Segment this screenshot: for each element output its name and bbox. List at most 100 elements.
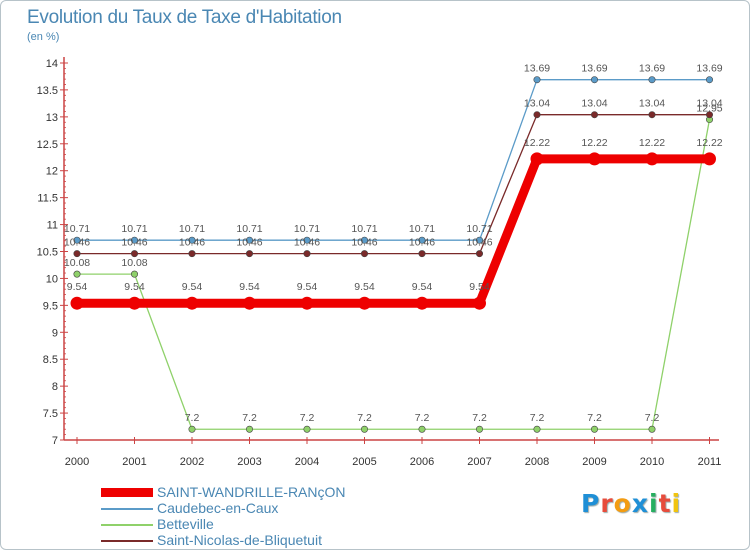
data-label-saint-nicolas-de-bliquetuit: 13.04 — [581, 98, 607, 110]
legend-label: Caudebec-en-Caux — [157, 500, 279, 516]
data-point-betteville — [648, 425, 656, 433]
data-point-saint-nicolas-de-bliquetuit — [418, 250, 426, 258]
data-label-caudebec-en-caux: 10.71 — [351, 223, 377, 235]
x-tick-label: 2004 — [295, 456, 319, 468]
x-tick-label: 2007 — [467, 456, 491, 468]
data-label-betteville: 7.2 — [300, 412, 315, 424]
y-tick-label: 10.5 — [37, 247, 58, 259]
data-point-saint-nicolas-de-bliquetuit — [246, 250, 254, 258]
data-point-saint-wandrille-ran-on — [300, 296, 314, 310]
legend-label: Betteville — [157, 516, 214, 532]
data-point-saint-nicolas-de-bliquetuit — [73, 250, 81, 258]
data-point-saint-wandrille-ran-on — [645, 152, 659, 166]
logo-letter: P — [581, 489, 601, 518]
data-label-caudebec-en-caux: 10.71 — [236, 223, 262, 235]
data-point-saint-nicolas-de-bliquetuit — [131, 250, 139, 258]
x-tick-label: 2002 — [180, 456, 204, 468]
data-point-saint-nicolas-de-bliquetuit — [303, 250, 311, 258]
data-point-saint-nicolas-de-bliquetuit — [360, 250, 368, 258]
x-tick-label: 2005 — [352, 456, 376, 468]
data-label-betteville: 7.2 — [357, 412, 372, 424]
data-point-caudebec-en-caux — [418, 236, 426, 244]
chart-title: Evolution du Taux de Taxe d'Habitation — [27, 7, 342, 28]
y-tick-label: 9 — [52, 327, 58, 339]
series-points — [70, 76, 716, 433]
data-label-saint-nicolas-de-bliquetuit: 10.46 — [236, 237, 262, 249]
data-point-caudebec-en-caux — [590, 76, 598, 84]
data-label-saint-nicolas-de-bliquetuit: 10.46 — [64, 237, 90, 249]
x-tick-label: 2008 — [525, 456, 549, 468]
data-point-caudebec-en-caux — [475, 236, 483, 244]
series-line-caudebec-en-caux — [76, 79, 711, 241]
y-tick-label: 11 — [47, 220, 58, 232]
y-tick-label: 11.5 — [37, 193, 58, 205]
data-label-saint-nicolas-de-bliquetuit: 10.46 — [179, 237, 205, 249]
logo-letter: o — [613, 489, 632, 518]
x-tick-label: 2006 — [410, 456, 434, 468]
data-point-saint-wandrille-ran-on — [415, 296, 429, 310]
series-line-saint-wandrille-ran-on — [72, 154, 714, 308]
data-point-saint-nicolas-de-bliquetuit — [188, 250, 196, 258]
logo-letter: i — [671, 489, 682, 518]
data-label-betteville: 7.2 — [530, 412, 545, 424]
data-label-saint-wandrille-ran-on: 12.22 — [639, 137, 665, 149]
data-label-saint-wandrille-ran-on: 9.54 — [412, 281, 433, 293]
data-label-saint-nicolas-de-bliquetuit: 10.46 — [121, 237, 147, 249]
x-tick-label: 2001 — [122, 456, 146, 468]
data-point-caudebec-en-caux — [533, 76, 541, 84]
data-point-betteville — [590, 425, 598, 433]
data-label-betteville: 10.08 — [64, 257, 90, 269]
data-label-caudebec-en-caux: 10.71 — [179, 223, 205, 235]
series-line-saint-nicolas-de-bliquetuit — [76, 114, 711, 255]
data-label-caudebec-en-caux: 10.71 — [121, 223, 147, 235]
data-label-saint-wandrille-ran-on: 12.22 — [696, 137, 722, 149]
y-tick-label: 12 — [46, 166, 58, 178]
data-label-betteville: 7.2 — [242, 412, 257, 424]
x-tick-label: 2010 — [640, 456, 664, 468]
proxiti-logo: Proxiti — [581, 489, 681, 518]
data-label-caudebec-en-caux: 10.71 — [294, 223, 320, 235]
data-label-saint-wandrille-ran-on: 12.22 — [524, 137, 550, 149]
x-tick-label: 2003 — [237, 456, 261, 468]
data-label-saint-nicolas-de-bliquetuit: 10.46 — [351, 237, 377, 249]
data-label-betteville: 10.08 — [121, 257, 147, 269]
logo-letter: r — [600, 489, 614, 518]
logo-letter: x — [631, 489, 649, 518]
x-tick-label: 2011 — [698, 456, 722, 468]
y-tick-label: 7 — [52, 435, 58, 447]
y-tick-label: 14 — [46, 58, 58, 70]
data-point-saint-wandrille-ran-on — [243, 296, 256, 310]
data-point-saint-wandrille-ran-on — [703, 152, 716, 166]
data-point-caudebec-en-caux — [303, 236, 311, 244]
data-label-caudebec-en-caux: 13.69 — [696, 63, 722, 75]
data-labels: 9.54 9.54 9.54 9.54 9.54 9.54 9.54 9.54 12.22 12.… — [64, 63, 723, 425]
legend-label: Saint-Nicolas-de-Bliquetuit — [157, 532, 322, 548]
axes: 7 7.5 8 8.5 9 9.5 10 10.5 11 11.5 12 12.5 13 13.5 14 20… — [37, 57, 722, 468]
data-point-betteville — [418, 425, 426, 433]
data-label-saint-nicolas-de-bliquetuit: 13.04 — [696, 98, 722, 110]
data-label-saint-wandrille-ran-on: 9.54 — [124, 281, 145, 293]
data-label-saint-nicolas-de-bliquetuit: 13.04 — [524, 98, 550, 110]
y-tick-label: 13.5 — [37, 85, 58, 97]
data-point-saint-wandrille-ran-on — [185, 296, 199, 310]
data-label-betteville: 7.2 — [415, 412, 430, 424]
data-point-saint-wandrille-ran-on — [128, 296, 141, 310]
x-tick-label: 2009 — [582, 456, 606, 468]
data-label-saint-nicolas-de-bliquetuit: 13.04 — [639, 98, 665, 110]
data-point-betteville — [360, 425, 368, 433]
data-point-betteville — [533, 425, 541, 433]
data-point-caudebec-en-caux — [131, 236, 139, 244]
series-lines — [72, 79, 714, 430]
data-point-betteville — [246, 425, 254, 433]
data-point-caudebec-en-caux — [648, 76, 656, 84]
data-label-betteville: 7.2 — [472, 412, 487, 424]
legend-swatch — [101, 488, 153, 497]
data-label-betteville: 7.2 — [185, 412, 200, 424]
legend-swatch — [101, 508, 153, 510]
y-tick-label: 8.5 — [43, 354, 58, 366]
data-point-saint-wandrille-ran-on — [588, 152, 601, 166]
data-point-caudebec-en-caux — [360, 236, 368, 244]
data-label-saint-wandrille-ran-on: 12.22 — [581, 137, 607, 149]
data-label-saint-nicolas-de-bliquetuit: 10.46 — [294, 237, 320, 249]
